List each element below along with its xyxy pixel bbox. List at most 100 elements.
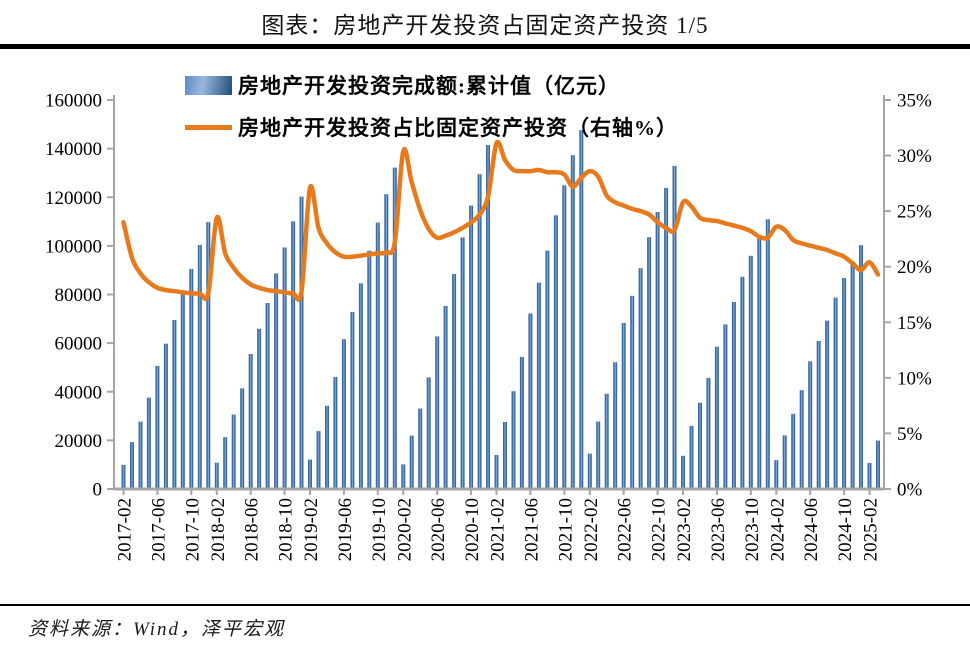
bar-2022-06 — [621, 322, 626, 489]
bar-2019-04 — [325, 405, 329, 489]
bar-2022-03 — [596, 421, 601, 489]
x-axis-label: 2019-10 — [369, 498, 390, 561]
bar-2020-11 — [477, 174, 482, 489]
bar-2022-05 — [613, 362, 618, 489]
left-axis-label: 120000 — [45, 188, 102, 209]
bar-2017-06 — [155, 366, 160, 489]
x-axis-label: 2020-10 — [462, 498, 483, 561]
right-axis-label: 30% — [897, 146, 932, 167]
x-axis-label: 2024-06 — [801, 498, 822, 561]
bar-2017-02 — [121, 465, 126, 489]
bar-2021-09 — [553, 215, 558, 490]
bar-2023-05 — [706, 377, 711, 489]
bar-2024-09 — [833, 297, 838, 489]
x-axis-label: 2024-10 — [835, 498, 856, 561]
bar-2018-05 — [240, 388, 245, 489]
bar-2022-02 — [587, 453, 592, 489]
x-axis-label: 2017-06 — [148, 498, 169, 561]
bar-2019-10 — [375, 222, 380, 489]
left-axis-label: 140000 — [45, 139, 102, 160]
bar-2024-10 — [842, 278, 847, 489]
bar-2017-11 — [197, 244, 202, 489]
bar-2018-06 — [248, 354, 253, 489]
bar-2023-10 — [748, 255, 753, 489]
bar-2021-08 — [545, 250, 550, 489]
bar-2020-07 — [443, 305, 448, 489]
source-note: 资料来源：Wind，泽平宏观 — [28, 619, 286, 640]
bar-2018-11 — [291, 221, 296, 489]
bar-2019-05 — [333, 377, 338, 489]
x-axis-label: 2023-02 — [674, 498, 695, 561]
left-axis-label: 40000 — [55, 382, 103, 403]
bar-2020-05 — [426, 377, 431, 489]
left-axis-label: 160000 — [45, 91, 102, 112]
bar-2025-03 — [876, 440, 880, 489]
left-axis-label: 60000 — [55, 334, 103, 355]
bar-2024-02 — [774, 460, 779, 489]
bar-2021-06 — [528, 313, 533, 489]
bar-series-label: 房地产开发投资完成额:累计值（亿元） — [238, 74, 620, 98]
x-axis-label: 2017-02 — [115, 498, 136, 561]
bar-2021-07 — [536, 282, 541, 489]
right-axis-label: 25% — [897, 202, 932, 223]
ratio-line — [121, 139, 881, 302]
bar-2024-08 — [825, 320, 830, 489]
bar-2019-07 — [350, 311, 355, 489]
bar-2025-02 — [867, 462, 872, 489]
bar-2024-12 — [859, 245, 863, 489]
bar-2023-04 — [698, 402, 702, 489]
bar-2018-12 — [299, 196, 304, 489]
bar-2022-09 — [647, 237, 652, 489]
left-axis-label: 100000 — [45, 236, 102, 257]
bar-2022-12 — [672, 165, 677, 489]
bar-2017-05 — [146, 397, 151, 489]
right-axis-label: 35% — [897, 91, 932, 112]
bar-2018-10 — [282, 247, 287, 489]
bar-2021-12 — [579, 130, 584, 489]
bar-2021-02 — [494, 455, 499, 489]
bar-series-swatch-icon — [185, 75, 232, 95]
bar-2017-07 — [163, 343, 168, 489]
bar-2021-10 — [562, 185, 567, 490]
bar-2017-09 — [180, 292, 185, 489]
bar-2023-09 — [740, 276, 745, 489]
bar-2023-07 — [723, 324, 728, 489]
bar-2020-03 — [409, 435, 414, 489]
bar-2023-02 — [681, 455, 685, 489]
x-axis-label: 2022-02 — [581, 498, 602, 561]
bar-2019-03 — [316, 431, 321, 489]
bar-2022-11 — [664, 187, 669, 489]
footer-divider — [0, 604, 970, 606]
bar-2018-02 — [214, 462, 219, 489]
bar-2019-09 — [367, 250, 372, 489]
x-axis-label: 2017-10 — [182, 498, 203, 561]
x-axis-label: 2019-02 — [301, 498, 322, 561]
legend-item-bars: 房地产开发投资完成额:累计值（亿元） — [185, 64, 678, 106]
left-axis-label: 0 — [93, 480, 103, 501]
bar-2024-07 — [816, 341, 821, 489]
bar-2023-12 — [765, 219, 770, 490]
x-axis-label: 2018-10 — [276, 498, 297, 561]
x-axis-label: 2022-06 — [615, 498, 636, 561]
x-axis-label: 2025-02 — [861, 498, 882, 561]
bar-2022-04 — [604, 393, 609, 489]
bar-2019-11 — [384, 194, 389, 489]
legend: 房地产开发投资完成额:累计值（亿元） 房地产开发投资占比固定资产投资（右轴%） — [185, 64, 678, 148]
bar-2020-12 — [486, 145, 490, 489]
x-axis-label: 2018-06 — [242, 498, 263, 561]
bar-2023-03 — [689, 425, 694, 489]
line-series-swatch-icon — [185, 124, 232, 130]
bar-2024-03 — [782, 435, 787, 489]
bar-2023-08 — [731, 302, 736, 489]
bar-2022-08 — [638, 268, 643, 489]
x-axis-label: 2021-10 — [555, 498, 576, 561]
bar-2021-04 — [511, 391, 516, 489]
x-axis-label: 2018-02 — [208, 498, 229, 561]
bar-2019-02 — [308, 459, 312, 489]
x-axis-label: 2023-10 — [742, 498, 763, 561]
left-axis-label: 20000 — [55, 431, 103, 452]
x-axis-label: 2024-02 — [767, 498, 788, 561]
bar-2020-08 — [452, 273, 457, 489]
bar-2020-02 — [401, 464, 406, 489]
